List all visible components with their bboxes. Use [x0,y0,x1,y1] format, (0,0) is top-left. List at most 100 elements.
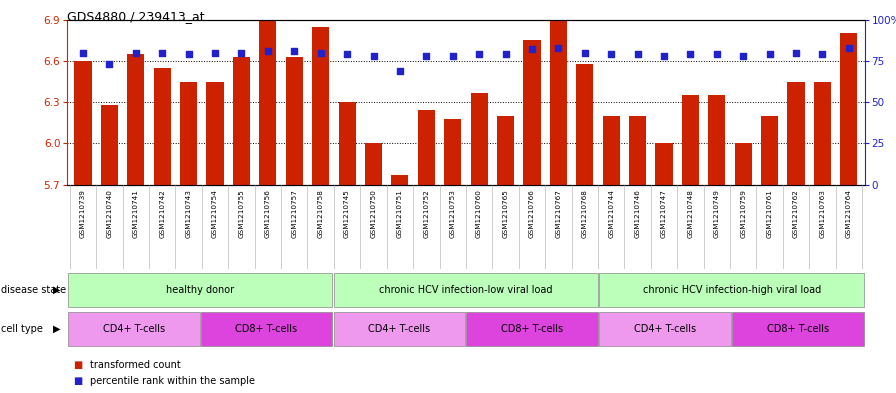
Bar [655,143,673,185]
Text: GSM1210744: GSM1210744 [608,189,614,238]
Bar [154,68,171,185]
Text: ▶: ▶ [54,324,61,334]
Text: GSM1210760: GSM1210760 [476,189,482,238]
Point [841,44,856,51]
Text: ■: ■ [73,376,82,386]
Bar [101,105,118,185]
Point [235,50,249,56]
Text: GSM1210763: GSM1210763 [819,189,825,238]
Text: GSM1210749: GSM1210749 [714,189,719,238]
Text: GSM1210757: GSM1210757 [291,189,297,238]
Text: GSM1210767: GSM1210767 [556,189,561,238]
Text: GDS4880 / 239413_at: GDS4880 / 239413_at [67,10,205,23]
Text: healthy donor: healthy donor [166,285,234,295]
Point [788,50,803,56]
Text: GSM1210759: GSM1210759 [740,189,746,238]
Point [710,51,724,57]
Bar [735,143,752,185]
Point [314,50,328,56]
Bar [206,82,224,185]
Point [419,53,434,59]
Point [631,51,645,57]
Point [445,53,460,59]
Bar [444,119,461,185]
Text: GSM1210754: GSM1210754 [212,189,218,238]
Bar [599,312,731,346]
Bar [814,82,831,185]
Point [657,53,671,59]
Text: disease state: disease state [1,285,66,295]
Bar [201,312,332,346]
Bar [470,92,487,185]
Point [155,50,169,56]
Text: chronic HCV infection-high viral load: chronic HCV infection-high viral load [642,285,821,295]
Point [525,46,539,53]
Text: ▶: ▶ [54,285,61,295]
Point [498,51,513,57]
Point [287,48,301,54]
Text: GSM1210762: GSM1210762 [793,189,799,238]
Point [129,50,143,56]
Bar [599,273,864,307]
Bar [333,312,465,346]
Text: GSM1210741: GSM1210741 [133,189,139,238]
Point [366,53,381,59]
Bar [180,82,197,185]
Bar [365,143,382,185]
Bar [497,116,514,185]
Point [208,50,222,56]
Point [340,51,354,57]
Point [102,61,116,67]
Bar [708,95,726,185]
Point [76,50,90,56]
Bar [286,57,303,185]
Text: GSM1210756: GSM1210756 [265,189,271,238]
Text: GSM1210753: GSM1210753 [450,189,456,238]
Bar [467,312,599,346]
Bar [312,27,329,185]
Bar [339,102,356,185]
Text: GSM1210743: GSM1210743 [185,189,192,238]
Point [736,53,750,59]
Bar [840,33,857,185]
Bar [576,64,593,185]
Text: transformed count: transformed count [90,360,180,370]
Point [261,48,275,54]
Text: GSM1210746: GSM1210746 [634,189,641,238]
Bar [74,61,91,185]
Text: GSM1210742: GSM1210742 [159,189,165,238]
Text: GSM1210748: GSM1210748 [687,189,694,238]
Point [604,51,618,57]
Bar [333,273,599,307]
Text: GSM1210761: GSM1210761 [767,189,772,238]
Text: GSM1210758: GSM1210758 [318,189,323,238]
Text: GSM1210747: GSM1210747 [661,189,667,238]
Text: CD4+ T-cells: CD4+ T-cells [102,324,165,334]
Point [762,51,777,57]
Text: cell type: cell type [1,324,43,334]
Point [392,68,407,74]
Bar [682,95,699,185]
Text: GSM1210740: GSM1210740 [107,189,113,238]
Bar [68,273,332,307]
Text: GSM1210750: GSM1210750 [371,189,376,238]
Text: CD4+ T-cells: CD4+ T-cells [368,324,431,334]
Point [182,51,196,57]
Text: percentile rank within the sample: percentile rank within the sample [90,376,254,386]
Text: CD4+ T-cells: CD4+ T-cells [634,324,696,334]
Text: GSM1210739: GSM1210739 [80,189,86,238]
Bar [259,20,277,185]
Bar [418,110,435,185]
Bar [761,116,778,185]
Text: GSM1210765: GSM1210765 [503,189,509,238]
Text: CD8+ T-cells: CD8+ T-cells [767,324,830,334]
Bar [127,54,144,185]
Point [472,51,487,57]
Text: GSM1210764: GSM1210764 [846,189,852,238]
Point [551,44,565,51]
Point [578,50,592,56]
Text: GSM1210766: GSM1210766 [529,189,535,238]
Text: GSM1210745: GSM1210745 [344,189,350,238]
Text: ■: ■ [73,360,82,370]
Bar [603,116,620,185]
